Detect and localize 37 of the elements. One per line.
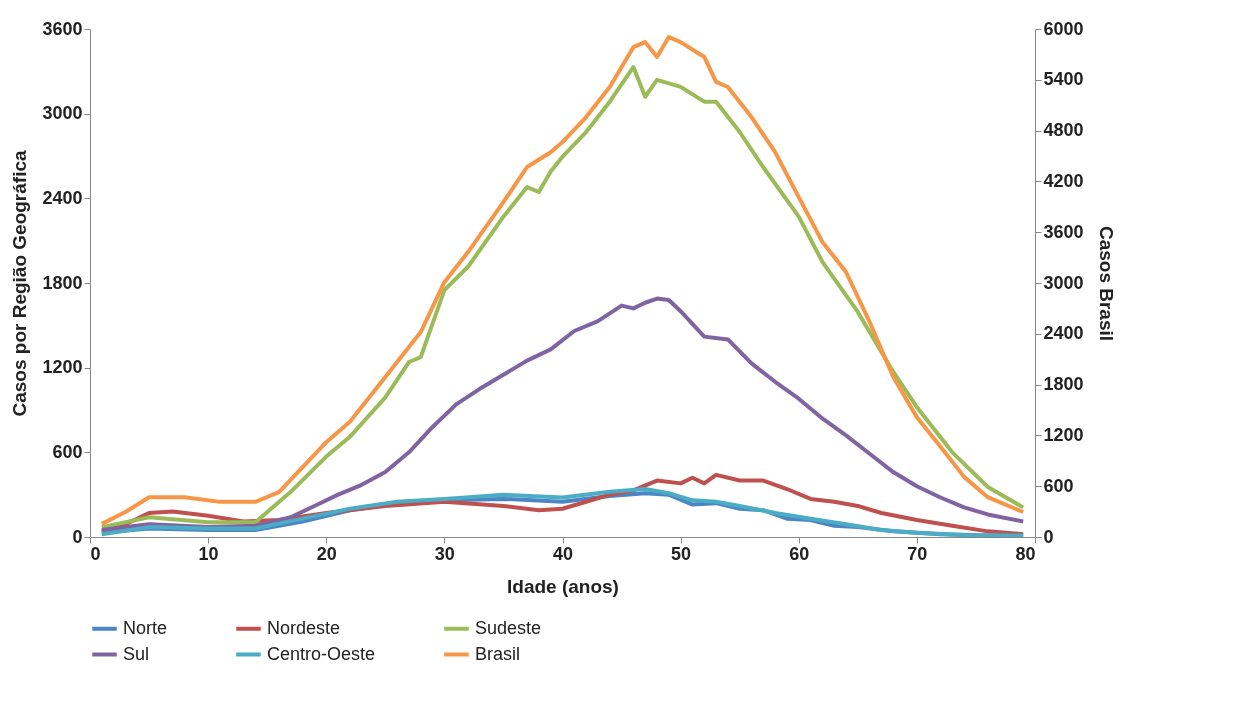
legend-label: Centro-Oeste xyxy=(267,643,376,664)
y-tick-label: 1200 xyxy=(42,357,83,378)
x-tick-label: 60 xyxy=(789,543,810,564)
x-tick-label: 0 xyxy=(90,543,101,564)
line-series xyxy=(99,296,1026,532)
y2-tick-label: 1800 xyxy=(1043,374,1084,395)
y-tick-label: 600 xyxy=(52,441,83,462)
x-tick-label: 30 xyxy=(434,543,455,564)
x-tick-label: 80 xyxy=(1015,543,1036,564)
legend-label: Sudeste xyxy=(475,617,542,638)
legend-label: Norte xyxy=(123,617,168,638)
y-tick-label: 3000 xyxy=(42,103,83,124)
legend-label: Brasil xyxy=(475,643,521,664)
y-tick-label: 1800 xyxy=(42,272,83,293)
y2-tick-label: 6000 xyxy=(1043,18,1084,39)
x-tick-label: 10 xyxy=(198,543,219,564)
y-tick-label: 2400 xyxy=(42,187,83,208)
y2-tick-label: 3000 xyxy=(1043,272,1084,293)
y2-tick-label: 3600 xyxy=(1043,221,1084,242)
y2-tick-label: 1200 xyxy=(1043,424,1084,445)
y2-tick-label: 4200 xyxy=(1043,170,1084,191)
y2-tick-label: 0 xyxy=(1043,526,1054,547)
y2-axis-title: Casos Brasil xyxy=(1095,225,1117,342)
x-tick-label: 40 xyxy=(552,543,574,564)
x-tick-label: 20 xyxy=(316,543,337,564)
y2-tick-label: 5400 xyxy=(1043,69,1084,90)
x-tick-label: 70 xyxy=(907,543,928,564)
y-tick-label: 0 xyxy=(72,526,83,547)
y-tick-label: 3600 xyxy=(42,18,83,39)
legend-label: Nordeste xyxy=(267,617,341,638)
y2-tick-label: 600 xyxy=(1043,475,1074,496)
y2-tick-label: 4800 xyxy=(1043,120,1084,141)
y-axis-title: Casos por Região Geográfica xyxy=(9,150,31,417)
x-axis-title: Idade (anos) xyxy=(507,575,619,597)
y2-tick-label: 2400 xyxy=(1043,323,1084,344)
legend-label: Sul xyxy=(123,643,150,664)
x-tick-label: 50 xyxy=(671,543,692,564)
